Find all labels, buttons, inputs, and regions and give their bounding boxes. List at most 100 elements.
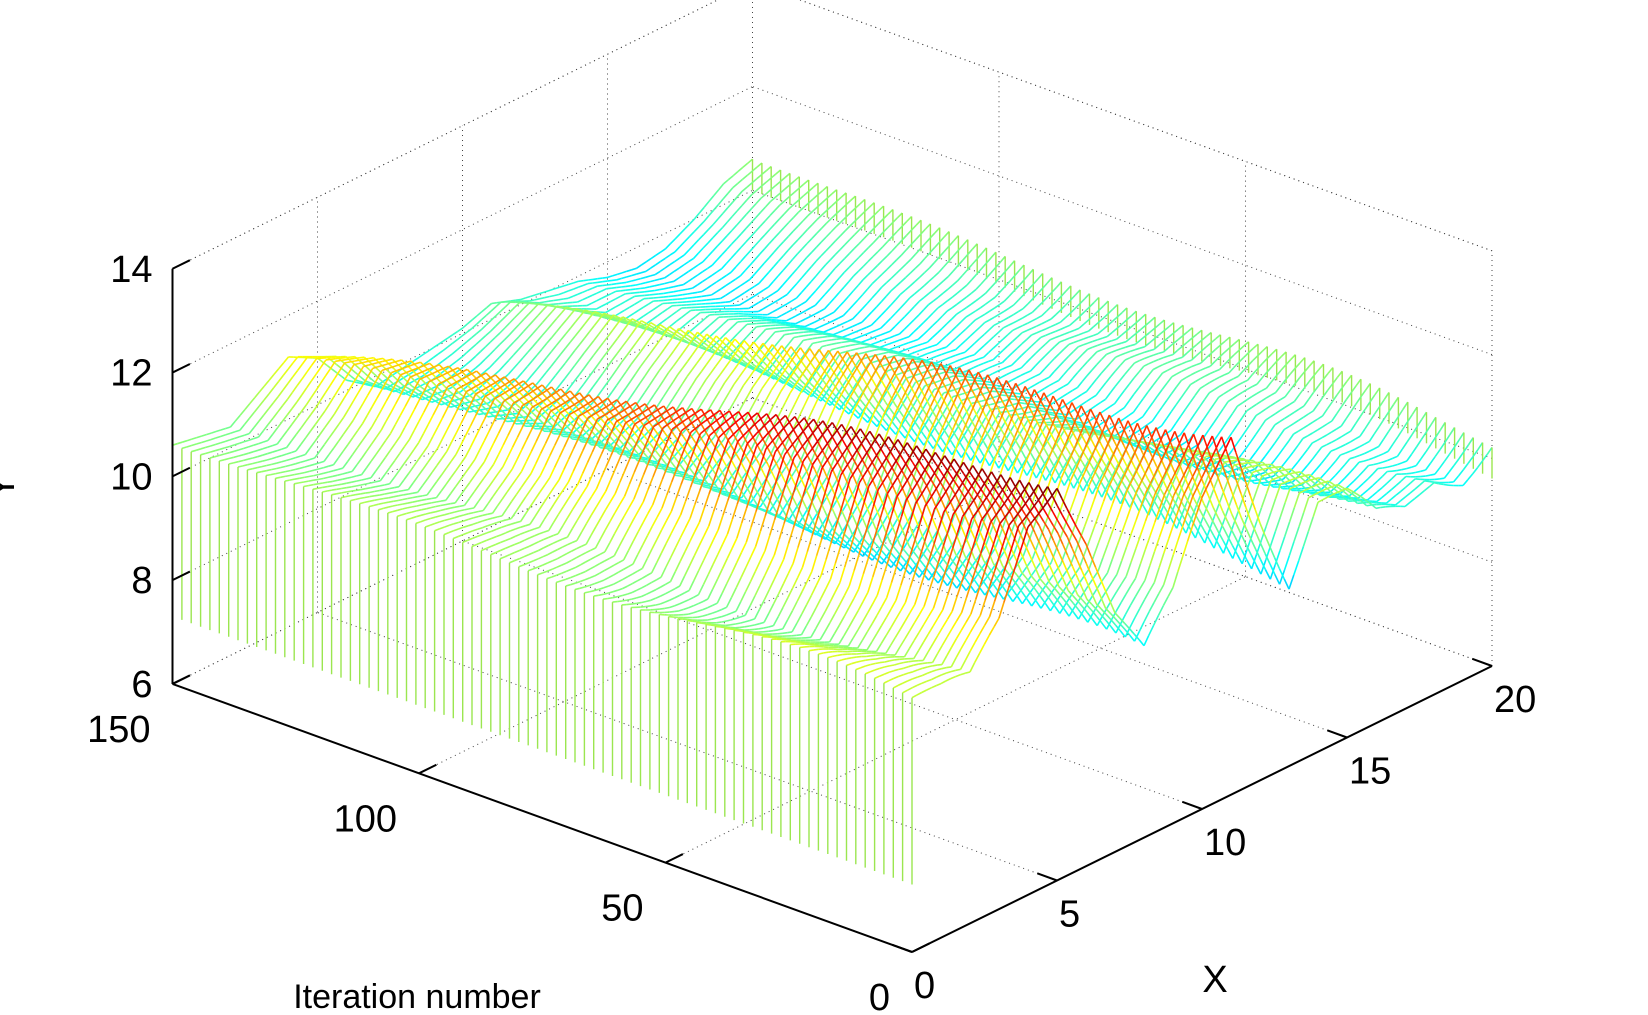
curve-segment [905,244,912,251]
curve-segment [541,398,547,403]
curve-segment [848,248,855,255]
curve-segment [438,367,445,372]
curve-segment [607,344,614,352]
curve-segment [449,506,456,509]
curve-segment [248,426,255,435]
curve-segment [214,454,220,458]
curve-segment [496,520,502,524]
curve-segment [859,351,865,355]
curve-segment [787,381,794,387]
curve-segment [757,308,764,313]
curve-segment [985,257,992,264]
curve-segment [929,232,936,239]
curve-segment [379,484,385,487]
curve-segment [239,408,246,416]
curve-segment [668,270,675,276]
curve-segment [776,320,782,323]
curve-segment [501,475,509,484]
curve-segment [835,208,842,215]
curve-segment [305,380,313,389]
curve-segment [1064,324,1071,329]
curve-segment [763,286,769,291]
curve-segment [826,343,832,347]
curve-segment [832,335,838,338]
curve-segment [1074,289,1081,296]
curve-segment [407,501,413,504]
curve-segment [459,504,465,508]
curve-segment [584,309,591,313]
curve-segment [510,528,516,532]
curve-segment [828,297,835,305]
curve-segment [363,357,369,361]
curve-segment [507,402,514,414]
curve-segment [357,384,364,394]
curve-segment [609,468,617,481]
curve-segment [673,328,680,336]
curve-segment [577,291,584,296]
curve-segment [287,362,294,370]
curve-segment [758,289,765,294]
curve-segment [363,364,369,368]
curve-segment [951,313,958,320]
curve-segment [552,514,560,523]
curve-segment [254,391,261,399]
curve-segment [848,386,855,396]
curve-segment [712,204,720,211]
curve-segment [990,267,997,274]
curve-segment [628,498,635,508]
curve-segment [720,346,727,352]
curve-segment [256,470,262,474]
curve-segment [927,345,933,349]
curve-segment [495,310,502,317]
curve-segment [750,203,757,210]
curve-segment [628,472,635,485]
curve-segment [715,335,722,342]
curve-segment [261,469,267,473]
curve-segment [797,220,804,227]
curve-segment [385,391,392,402]
curve-segment [494,374,501,381]
curve-segment [655,450,662,458]
curve-segment [571,547,577,552]
curve-segment [575,421,582,428]
curve-segment [465,348,472,354]
curve-segment [332,479,338,483]
curve-segment [530,441,537,452]
curve-segment [581,523,588,533]
curve-segment [700,379,707,388]
curve-segment [523,302,530,309]
curve-segment [225,426,231,430]
curve-segment [431,464,438,473]
curve-segment [836,337,842,340]
curve-segment [658,363,665,372]
curve-segment [365,477,372,480]
curve-segment [318,444,326,452]
curve-segment [421,498,427,501]
curve-segment [601,382,608,391]
curve-segment [516,470,523,479]
curve-segment [644,290,650,293]
curve-segment [299,476,305,480]
curve-segment [744,278,751,284]
curve-segment [526,360,533,368]
curve-segment [858,238,865,245]
curve-segment [403,418,411,428]
curve-segment [560,388,567,396]
curve-segment [435,500,442,503]
curve-segment [837,322,844,327]
curve-segment [378,357,384,361]
floor-grid-line [607,468,1348,738]
curve-segment [1001,373,1008,378]
curve-segment [440,503,446,507]
curve-segment [614,456,622,469]
curve-segment [330,357,336,361]
curve-segment [514,302,521,308]
curve-segment [447,334,454,339]
curve-segment [327,485,333,488]
curve-segment [880,322,887,329]
curve-segment [846,338,852,342]
curve-segment [689,326,696,332]
curve-segment [856,321,863,326]
curve-segment [434,384,441,391]
curve-segment [837,329,844,334]
